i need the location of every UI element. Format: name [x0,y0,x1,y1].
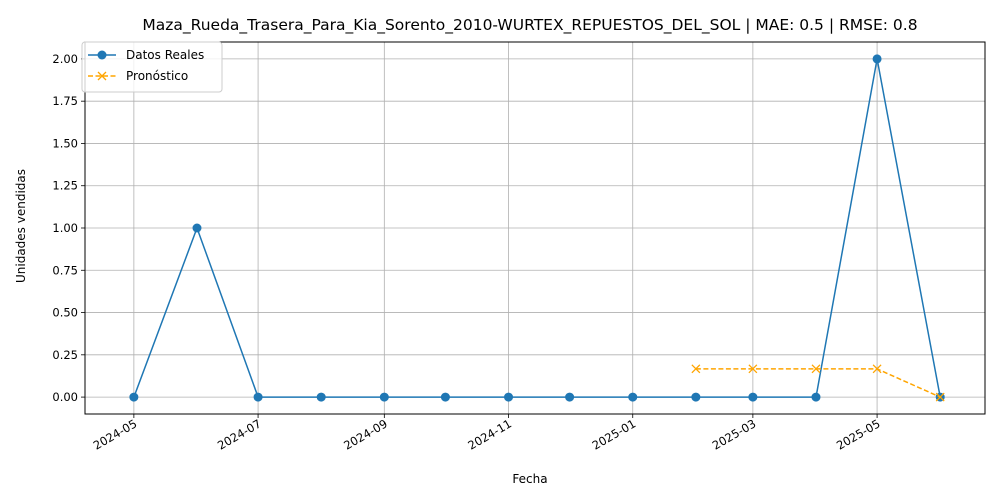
data-point [811,392,821,402]
y-tick-label: 0.50 [52,306,78,320]
data-point [691,364,701,374]
legend-marker-actual [97,50,107,60]
x-tick-label: 2024-07 [215,416,264,452]
legend-label-forecast: Pronóstico [126,69,188,83]
legend: Datos Reales Pronóstico [81,41,223,93]
y-axis: 0.00 0.25 0.50 0.75 1.00 1.25 1.50 1.75 2.00 [52,52,85,404]
data-point [628,392,638,402]
series-line [133,58,941,398]
x-tick-label: 2024-11 [465,416,514,452]
data-point [872,364,882,374]
y-tick-label: 2.00 [52,52,78,66]
grid [85,42,985,414]
legend-box [81,41,223,93]
x-axis-label: Fecha [512,472,547,486]
data-point [748,392,758,402]
legend-label-actual: Datos Reales [126,48,204,62]
x-tick-label: 2025-03 [710,416,759,452]
data-point [316,392,326,402]
series-layer [129,54,945,402]
x-tick-label: 2024-09 [341,416,390,452]
chart-title: Maza_Rueda_Trasera_Para_Kia_Sorento_2010… [142,16,917,35]
data-point [504,392,514,402]
data-point [129,392,139,402]
y-tick-label: 0.00 [52,390,78,404]
x-tick-label: 2025-05 [834,416,883,452]
y-tick-label: 0.75 [52,263,78,277]
data-point [935,392,945,402]
data-point [379,392,389,402]
y-tick-label: 1.00 [52,221,78,235]
data-point [565,392,575,402]
x-tick-label: 2024-05 [91,416,140,452]
y-tick-label: 1.25 [52,179,78,193]
legend-marker-forecast [97,71,107,81]
y-tick-label: 1.50 [52,136,78,150]
data-point [253,392,263,402]
data-point [440,392,450,402]
data-point [691,392,701,402]
y-axis-label: Unidades vendidas [14,169,28,283]
data-point [872,54,882,64]
data-point [192,223,202,233]
data-point [811,364,821,374]
data-point [748,364,758,374]
y-tick-label: 1.75 [52,94,78,108]
x-axis: 2024-05 2024-07 2024-09 2024-11 2025-01 2025-… [91,414,883,453]
series-forecast [691,364,945,402]
x-tick-label: 2025-01 [590,416,639,452]
y-tick-label: 0.25 [52,348,78,362]
